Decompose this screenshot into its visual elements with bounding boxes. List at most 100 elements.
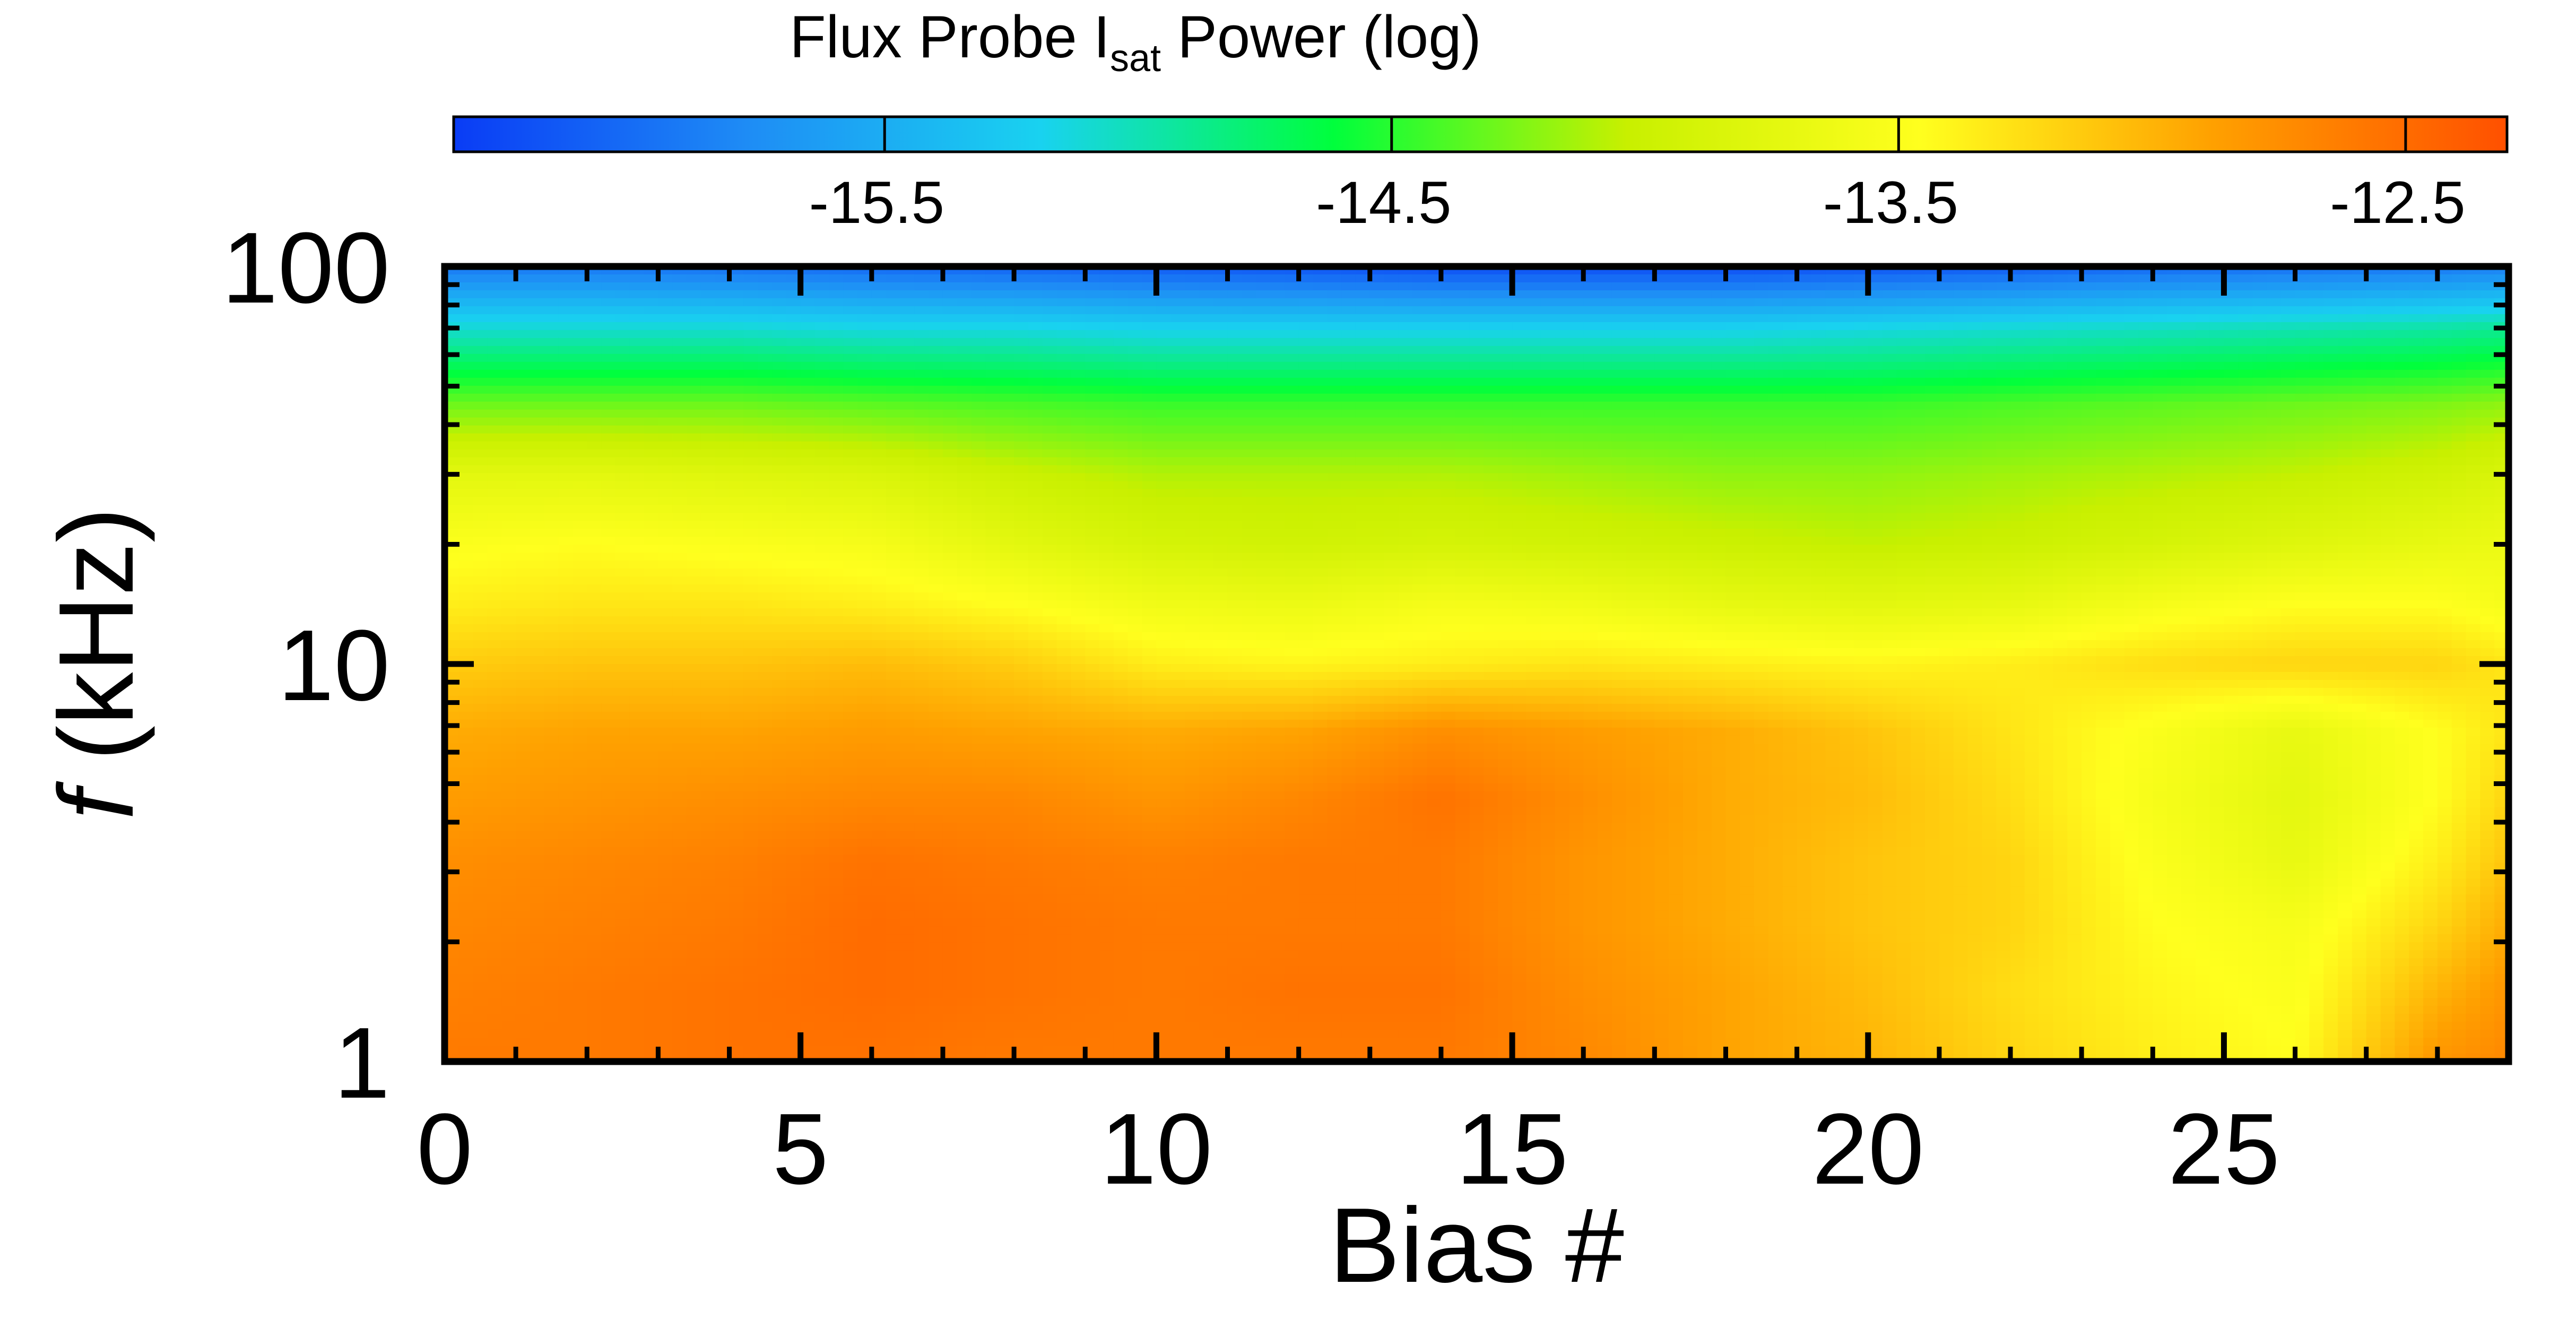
heatmap-cell [1882,298,1897,307]
heatmap-cell [1825,497,1841,506]
heatmap-cell [1725,306,1741,315]
heatmap-cell [2039,393,2054,402]
heatmap-cell [1284,282,1299,291]
heatmap-cell [743,465,759,474]
heatmap-cell [2494,449,2509,458]
heatmap-cell [2124,417,2139,426]
heatmap-cell [1882,290,1897,299]
heatmap-cell [573,537,588,546]
heatmap-cell [758,417,773,426]
heatmap-cell [2124,353,2139,363]
heatmap-cell [458,521,474,530]
heatmap-cell [1170,529,1185,538]
heatmap-cell [1896,346,1912,355]
heatmap-cell [1000,497,1015,506]
heatmap-cell [1498,497,1513,506]
heatmap-cell [1740,385,1755,394]
heatmap-cell [1469,346,1485,355]
heatmap-cell [2252,322,2267,331]
heatmap-cell [1412,449,1428,458]
heatmap-cell [2266,393,2282,402]
heatmap-cell [2096,274,2111,283]
heatmap-cell [729,346,744,355]
heatmap-cell [1953,409,1968,418]
heatmap-cell [1982,393,1997,402]
heatmap-cell [1526,306,1541,315]
heatmap-cell [2181,505,2196,514]
heatmap-cell [1142,298,1157,307]
heatmap-cell [1327,290,1342,299]
heatmap-cell [687,505,701,514]
heatmap-cell [2280,433,2296,442]
heatmap-cell [1014,409,1029,418]
heatmap-cell [2309,417,2325,426]
heatmap-cell [1170,322,1185,331]
heatmap-cell [2437,282,2452,291]
heatmap-cell [1056,274,1072,283]
heatmap-cell [985,513,1001,522]
heatmap-cell [1284,481,1299,490]
heatmap-cell [1853,346,1869,355]
heatmap-cell [1626,314,1641,323]
heatmap-cell [473,353,488,363]
heatmap-cell [900,290,915,299]
heatmap-cell [1782,314,1798,323]
heatmap-cell [1455,322,1470,331]
heatmap-cell [2395,298,2410,307]
heatmap-cell [2352,465,2367,474]
heatmap-cell [1313,401,1328,410]
heatmap-cell [1711,385,1727,394]
heatmap-cell [2466,274,2481,283]
heatmap-cell [1242,473,1257,482]
heatmap-cell [1142,457,1157,466]
heatmap-cell [501,537,517,546]
heatmap-cell [1341,457,1356,466]
heatmap-cell [1142,489,1157,498]
heatmap-cell [672,465,687,474]
heatmap-cell [1042,282,1057,291]
heatmap-cell [1768,425,1783,434]
heatmap-cell [700,505,716,514]
heatmap-cell [2295,338,2310,347]
heatmap-cell [1341,521,1356,530]
heatmap-cell [1256,473,1271,482]
heatmap-cell [1156,433,1172,442]
heatmap-cell [985,338,1001,347]
heatmap-cell [1967,322,1983,331]
heatmap-cell [1725,409,1741,418]
heatmap-cell [2395,282,2410,291]
heatmap-cell [2024,433,2040,442]
heatmap-cell [971,385,986,394]
heatmap-cell [2409,290,2424,299]
heatmap-cell [1028,537,1043,546]
heatmap-cell [1185,409,1200,418]
heatmap-cell [1498,529,1513,538]
heatmap-cell [2224,322,2239,331]
heatmap-cell [2238,521,2253,530]
heatmap-cell [1868,346,1883,355]
heatmap-cell [1327,385,1342,394]
heatmap-cell [2409,274,2424,283]
heatmap-cell [1014,338,1029,347]
heatmap-cell [2053,433,2068,442]
heatmap-cell [1683,481,1698,490]
heatmap [445,266,2509,1062]
heatmap-cell [1441,521,1456,530]
heatmap-cell [2024,322,2040,331]
heatmap-cell [1868,529,1883,538]
heatmap-cell [1156,513,1172,522]
heatmap-cell [1469,330,1485,339]
heatmap-cell [615,513,630,522]
heatmap-cell [1939,361,1954,370]
heatmap-cell [1242,369,1257,378]
heatmap-cell [1512,346,1527,355]
heatmap-cell [1640,385,1655,394]
heatmap-cell [843,449,858,458]
heatmap-cell [1185,377,1200,386]
heatmap-cell [573,361,588,370]
heatmap-cell [957,441,972,450]
heatmap-cell [1242,298,1257,307]
heatmap-cell [1882,449,1897,458]
heatmap-cell [786,377,801,386]
heatmap-cell [1754,401,1769,410]
